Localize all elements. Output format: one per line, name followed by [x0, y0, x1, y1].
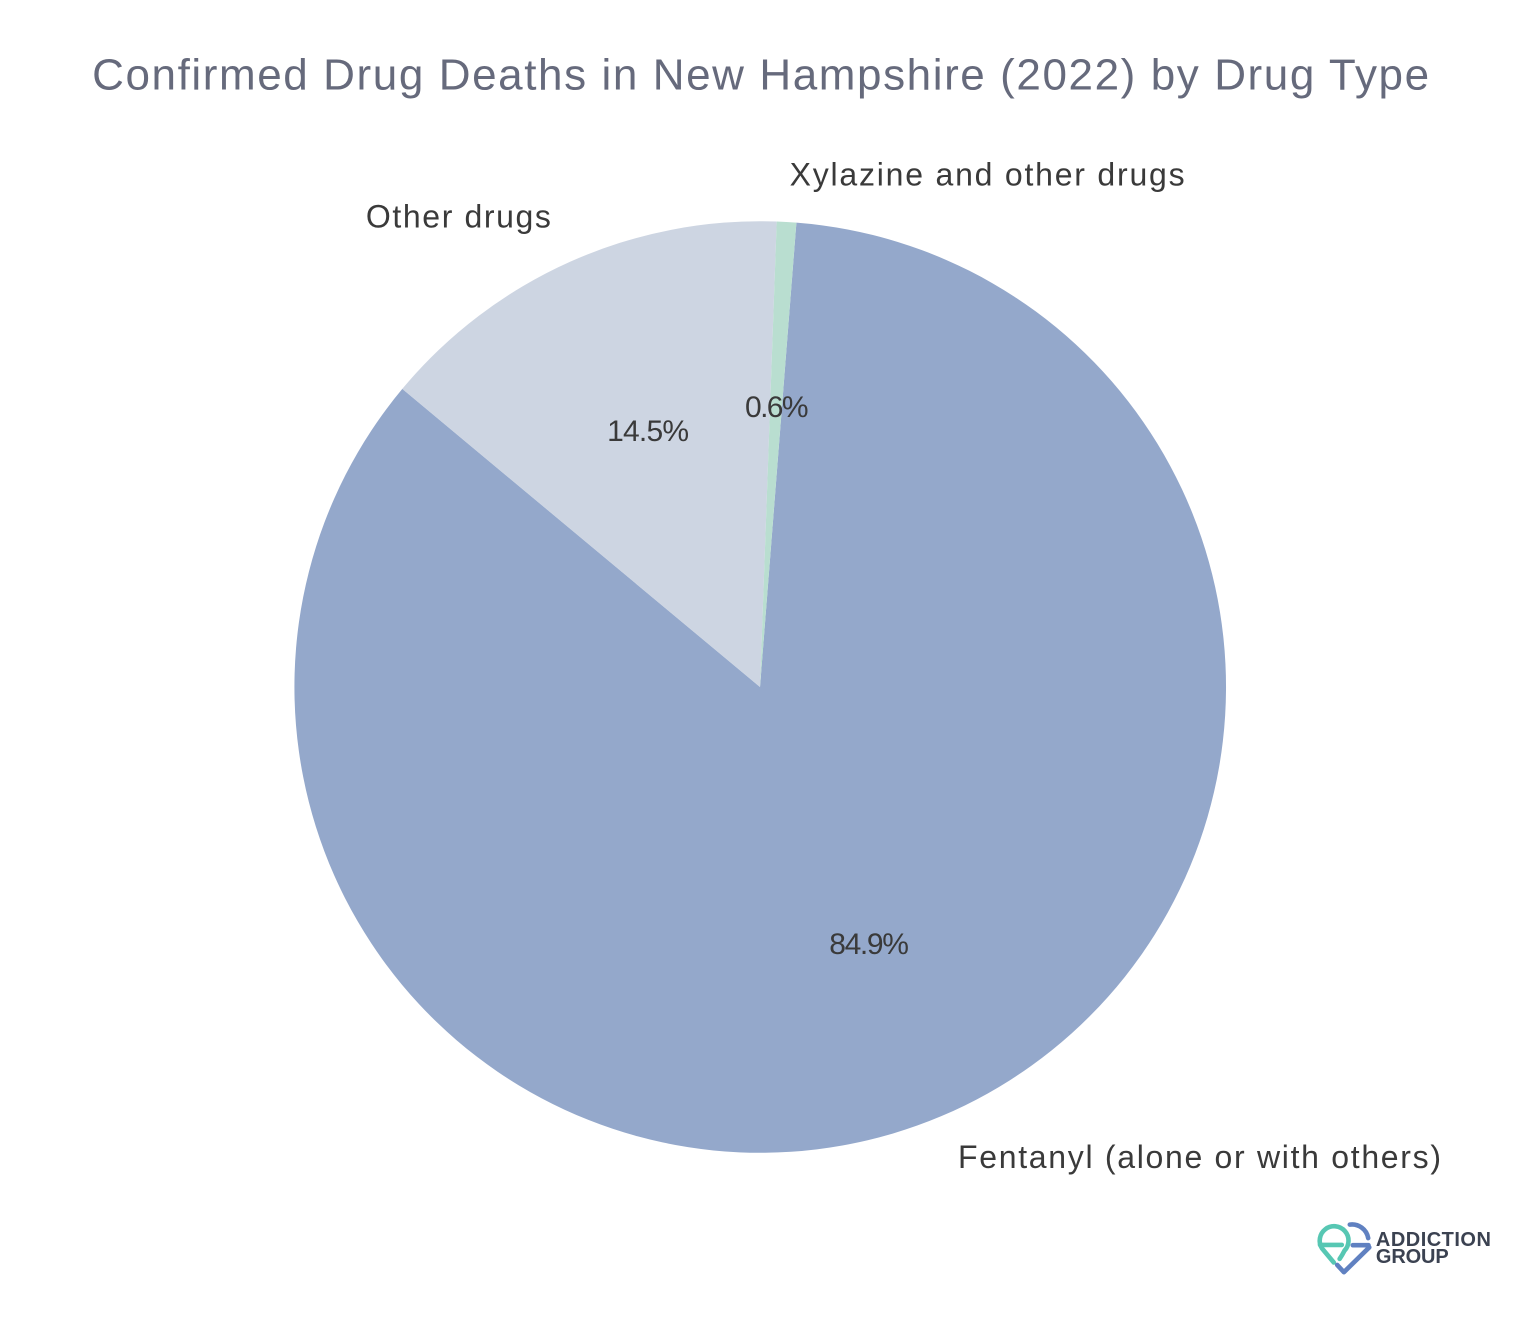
svg-text:Other drugs: Other drugs: [366, 199, 551, 235]
svg-text:GROUP: GROUP: [1376, 1246, 1449, 1268]
svg-text:14.5%: 14.5%: [607, 415, 689, 448]
svg-text:Fentanyl (alone or with others: Fentanyl (alone or with others): [958, 1139, 1441, 1175]
svg-text:Confirmed Drug Deaths in New H: Confirmed Drug Deaths in New Hampshire (…: [92, 51, 1429, 100]
svg-text:0.6%: 0.6%: [745, 391, 809, 424]
svg-text:Xylazine and other drugs: Xylazine and other drugs: [790, 156, 1185, 192]
svg-text:ADDICTION: ADDICTION: [1376, 1229, 1491, 1251]
svg-text:84.9%: 84.9%: [829, 928, 909, 961]
